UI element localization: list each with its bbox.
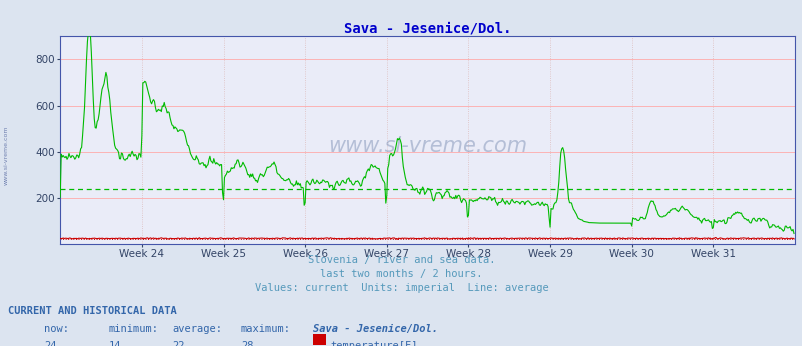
Text: www.si-vreme.com: www.si-vreme.com <box>328 136 526 156</box>
Text: 28: 28 <box>241 341 253 346</box>
Text: 14: 14 <box>108 341 121 346</box>
Text: Sava - Jesenice/Dol.: Sava - Jesenice/Dol. <box>313 324 438 334</box>
Text: Values: current  Units: imperial  Line: average: Values: current Units: imperial Line: av… <box>254 283 548 293</box>
Text: CURRENT AND HISTORICAL DATA: CURRENT AND HISTORICAL DATA <box>8 306 176 316</box>
Text: now:: now: <box>44 324 69 334</box>
Text: Slovenia / river and sea data.: Slovenia / river and sea data. <box>307 255 495 265</box>
Text: average:: average: <box>172 324 222 334</box>
Text: maximum:: maximum: <box>241 324 290 334</box>
Text: www.si-vreme.com: www.si-vreme.com <box>4 126 9 185</box>
Text: 24: 24 <box>44 341 57 346</box>
Text: temperature[F]: temperature[F] <box>330 341 418 346</box>
Title: Sava - Jesenice/Dol.: Sava - Jesenice/Dol. <box>343 21 511 35</box>
Text: minimum:: minimum: <box>108 324 158 334</box>
Text: 22: 22 <box>172 341 185 346</box>
Text: last two months / 2 hours.: last two months / 2 hours. <box>320 269 482 279</box>
